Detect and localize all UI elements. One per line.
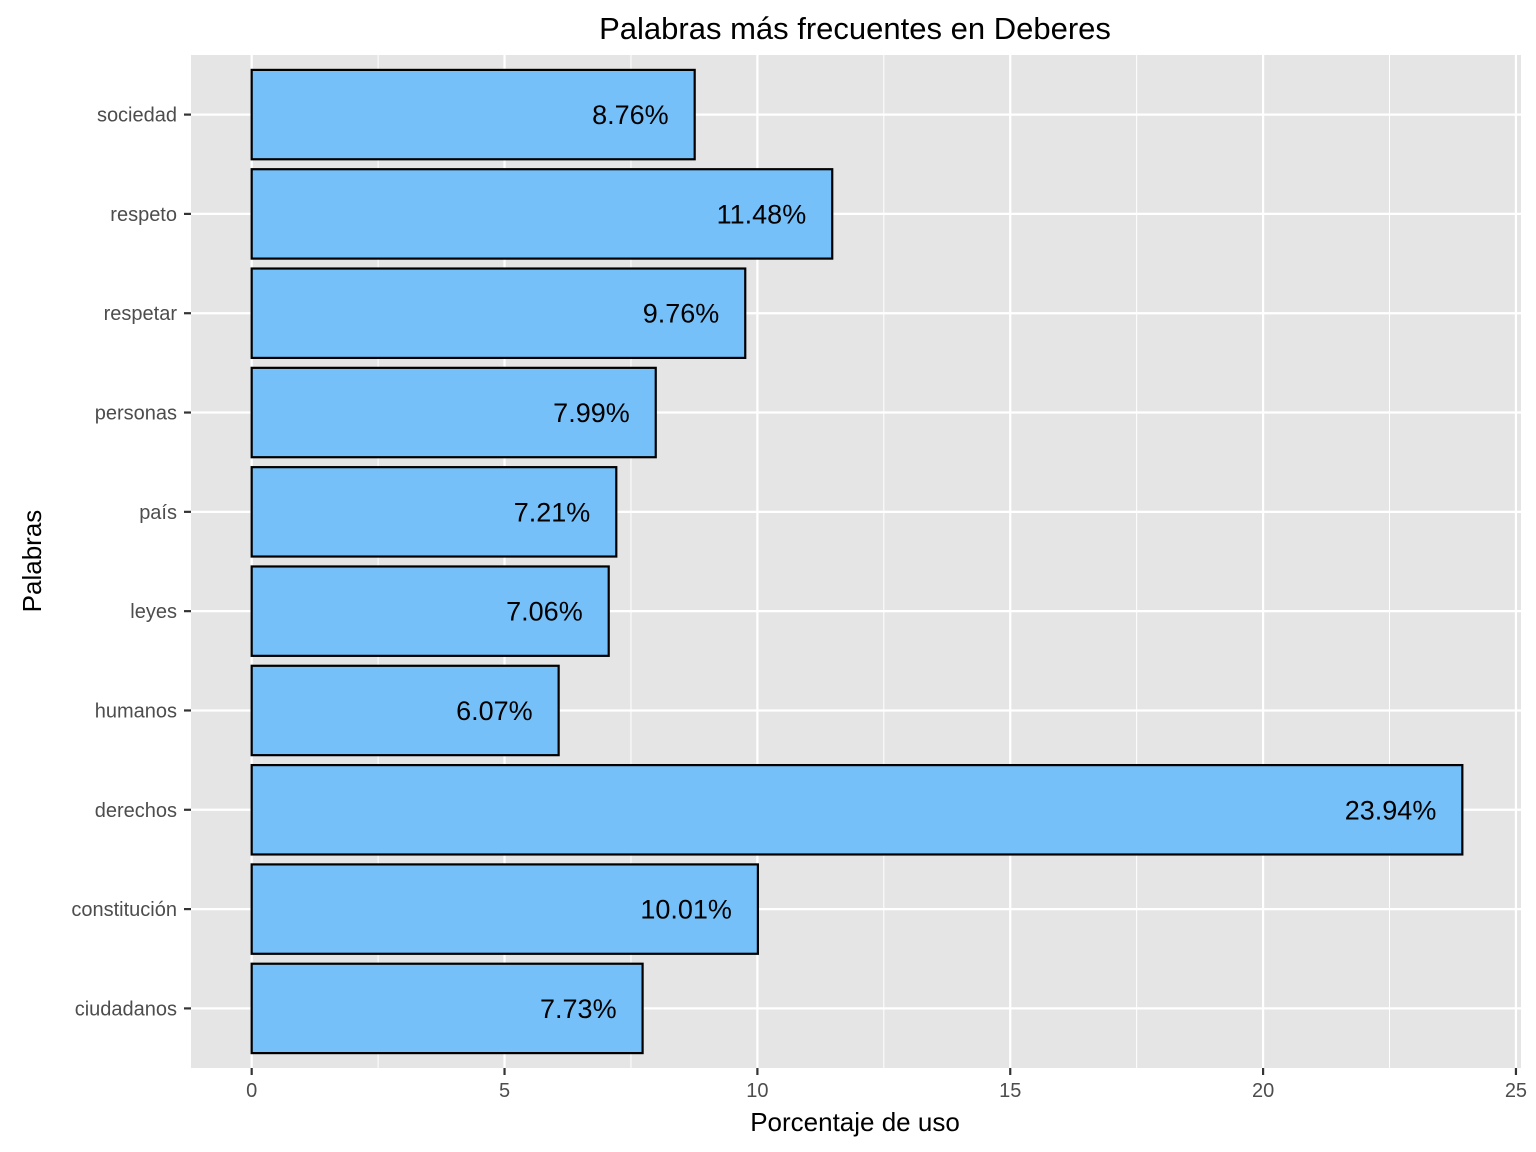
y-tick-label: respeto [110, 204, 177, 226]
bars-group [250, 68, 1464, 1055]
y-tick-label: humanos [95, 700, 177, 722]
data-label-leyes: 7.06% [506, 597, 583, 627]
bar-constitución [250, 863, 759, 955]
y-tick-label: ciudadanos [75, 998, 177, 1020]
y-tick-label: personas [95, 403, 177, 425]
y-axis: ciudadanos constitución derechos humanos ley… [71, 105, 191, 1020]
y-tick-label: respetar [104, 303, 178, 325]
bar-leyes [250, 565, 610, 657]
data-label-respeto: 11.48% [717, 199, 807, 229]
x-tick-label: 0 [246, 1080, 257, 1102]
y-tick-label: derechos [95, 800, 177, 822]
bar-humanos [250, 664, 560, 757]
data-label-país: 7.21% [514, 497, 591, 527]
data-label-humanos: 6.07% [456, 696, 533, 726]
chart-title: Palabras más frecuentes en Deberes [599, 11, 1111, 46]
data-label-personas: 7.99% [553, 398, 630, 428]
bar-respeto [250, 168, 834, 260]
y-tick-label: sociedad [97, 105, 177, 127]
bar-respetar [250, 267, 747, 360]
x-tick-label: 10 [746, 1080, 768, 1102]
data-label-respetar: 9.76% [643, 299, 720, 329]
x-tick-label: 25 [1505, 1080, 1527, 1102]
x-tick-label: 20 [1252, 1080, 1274, 1102]
y-tick-label: constitución [71, 899, 177, 921]
data-label-sociedad: 8.76% [592, 100, 669, 130]
data-label-ciudadanos: 7.73% [540, 994, 617, 1024]
bar-sociedad [250, 68, 696, 161]
x-axis: 0 5 10 15 20 25 [246, 1068, 1527, 1102]
data-label-constitución: 10.01% [640, 895, 732, 925]
y-tick-label: leyes [130, 601, 177, 623]
x-tick-label: 15 [999, 1080, 1021, 1102]
bar-país [250, 466, 618, 558]
data-labels-group: 7.73% 10.01% 23.94% 6.07% 7.06% 7.21% 7.99% 9.7… [456, 100, 1436, 1024]
data-label-derechos: 23.94% [1345, 795, 1437, 825]
x-axis-title: Porcentaje de uso [750, 1107, 960, 1137]
x-tick-label: 5 [499, 1080, 510, 1102]
bar-ciudadanos [250, 962, 644, 1055]
bar-derechos [250, 763, 1464, 856]
bar-personas [250, 366, 657, 459]
y-axis-title: Palabras [17, 510, 47, 613]
y-tick-label: país [139, 502, 177, 524]
